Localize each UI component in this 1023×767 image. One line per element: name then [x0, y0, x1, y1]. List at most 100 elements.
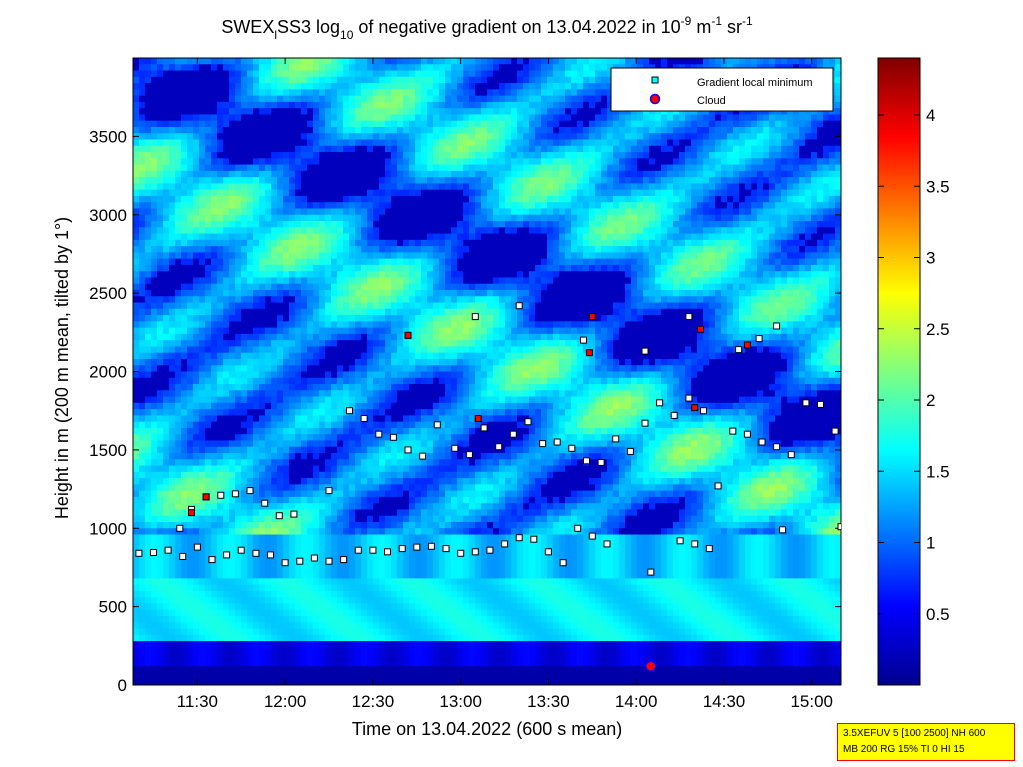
heatmap-cell — [319, 177, 326, 184]
heatmap-cell — [751, 58, 758, 65]
heatmap-cell — [757, 139, 764, 147]
heatmap-cell — [187, 195, 194, 203]
heatmap-cell — [601, 145, 608, 153]
heatmap-cell — [301, 214, 308, 222]
heatmap-cell — [193, 296, 200, 304]
heatmap-cell — [631, 208, 638, 216]
heatmap-cell — [271, 114, 278, 122]
heatmap-cell — [469, 239, 476, 247]
heatmap-cell — [247, 189, 254, 197]
heatmap-cell — [205, 76, 212, 84]
heatmap-cell — [559, 89, 566, 97]
heatmap-cell — [343, 64, 350, 72]
heatmap-cell — [235, 183, 242, 191]
heatmap-cell — [805, 221, 812, 228]
heatmap-cell — [811, 120, 818, 128]
heatmap-cell — [415, 208, 422, 216]
heatmap-cell — [571, 108, 578, 116]
heatmap-cell — [343, 246, 350, 253]
heatmap-cell — [697, 202, 704, 210]
heatmap-cell — [403, 195, 410, 203]
heatmap-cell — [571, 177, 578, 184]
heatmap-cell — [565, 83, 572, 90]
heatmap-cell — [739, 183, 746, 191]
heatmap-cell — [553, 170, 560, 178]
heatmap-cell — [373, 289, 380, 297]
heatmap-cell — [589, 246, 596, 253]
heatmap-cell — [505, 246, 512, 253]
heatmap-cell — [823, 177, 830, 184]
heatmap-cell — [139, 58, 146, 65]
heatmap-cell — [439, 83, 446, 90]
heatmap-cell — [625, 177, 632, 184]
heatmap-cell — [301, 233, 308, 241]
heatmap-cell — [295, 133, 302, 141]
heatmap-cell — [277, 208, 284, 216]
heatmap-cell — [385, 258, 392, 266]
heatmap-cell — [631, 108, 638, 116]
heatmap-cell — [679, 252, 686, 260]
heatmap-cell — [223, 246, 230, 253]
heatmap-cell — [211, 239, 218, 247]
heatmap-cell — [823, 208, 830, 216]
heatmap-cell — [193, 227, 200, 235]
heatmap-cell — [625, 283, 632, 291]
heatmap-cell — [661, 214, 668, 222]
heatmap-cell — [511, 101, 518, 109]
heatmap-cell — [535, 108, 542, 116]
heatmap-cell — [451, 308, 458, 316]
heatmap-cell — [529, 264, 536, 272]
heatmap-cell — [751, 126, 758, 134]
heatmap-cell — [193, 70, 200, 78]
heatmap-cell — [727, 264, 734, 272]
heatmap-cell — [397, 308, 404, 316]
heatmap-cell — [229, 126, 236, 134]
heatmap-cell — [259, 70, 266, 78]
heatmap-cell — [199, 264, 206, 272]
heatmap-cell — [577, 101, 584, 109]
heatmap-cell — [583, 152, 590, 159]
heatmap-cell — [361, 120, 368, 128]
heatmap-cell — [307, 264, 314, 272]
heatmap-cell — [475, 258, 482, 266]
heatmap-cell — [655, 152, 662, 159]
heatmap-cell — [193, 202, 200, 210]
heatmap-cell — [511, 177, 518, 184]
heatmap-cell — [673, 114, 680, 122]
heatmap-cell — [163, 221, 170, 228]
heatmap-cell — [499, 233, 506, 241]
heatmap-cell — [397, 83, 404, 90]
heatmap-cell — [379, 289, 386, 297]
heatmap-cell — [541, 277, 548, 285]
heatmap-cell — [523, 183, 530, 191]
heatmap-cell — [631, 264, 638, 272]
heatmap-cell — [775, 308, 782, 316]
heatmap-cell — [499, 271, 506, 279]
heatmap-cell — [367, 133, 374, 141]
heatmap-cell — [307, 227, 314, 235]
heatmap-cell — [829, 139, 836, 147]
heatmap-cell — [217, 95, 224, 103]
heatmap-cell — [637, 252, 644, 260]
heatmap-cell — [661, 239, 668, 247]
heatmap-cell — [607, 264, 614, 272]
heatmap-cell — [175, 145, 182, 153]
heatmap-cell — [151, 283, 158, 291]
heatmap-cell — [715, 246, 722, 253]
heatmap-cell — [139, 95, 146, 103]
heatmap-cell — [577, 315, 584, 322]
heatmap-cell — [643, 315, 650, 322]
heatmap-cell — [379, 114, 386, 122]
heatmap-cell — [769, 120, 776, 128]
heatmap-cell — [733, 58, 740, 65]
heatmap-cell — [571, 252, 578, 260]
heatmap-cell — [145, 214, 152, 222]
heatmap-cell — [145, 126, 152, 134]
heatmap-cell — [811, 208, 818, 216]
heatmap-cell — [193, 76, 200, 84]
heatmap-cell — [349, 126, 356, 134]
heatmap-cell — [289, 239, 296, 247]
heatmap-cell — [361, 214, 368, 222]
heatmap-cell — [445, 108, 452, 116]
heatmap-cell — [673, 145, 680, 153]
